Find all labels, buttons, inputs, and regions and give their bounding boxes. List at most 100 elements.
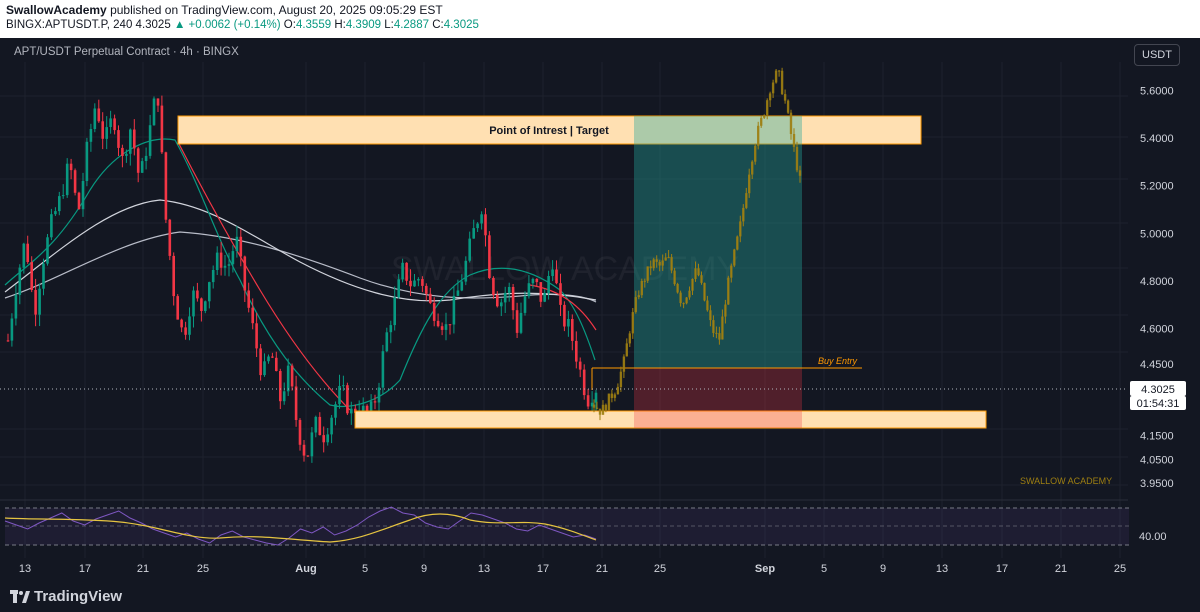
time-tick-label: 21 [1055,563,1067,575]
candle-body [22,243,26,268]
profit-area[interactable] [634,116,802,368]
projection-candle [724,304,727,317]
projection-candle [786,100,790,113]
tradingview-logo-icon [10,590,30,604]
candle-body [429,293,432,303]
candle-body [10,318,14,341]
candle-body [125,153,128,156]
candle-body [73,170,77,193]
close-label: C: [432,19,444,31]
time-tick-label: 5 [821,563,827,575]
candle-body [133,129,136,149]
time-tick-label: 17 [537,563,549,575]
candle-body [101,121,104,139]
projection-candle [655,259,658,262]
rsi-pane[interactable] [0,499,1129,546]
candle-body [204,301,207,311]
candle-body [334,404,337,418]
candle-body [460,281,464,291]
support-zone[interactable] [354,410,987,429]
tradingview-logo[interactable]: TradingView [10,588,122,605]
candle-body [176,296,179,320]
projection-candle [798,170,802,176]
projection-candle [712,320,715,333]
candle-body [472,228,475,239]
candle-body [417,279,420,281]
candle-body [456,290,460,296]
ohlc-line: BINGX:APTUSDT.P, 240 4.3025 ▲ +0.0062 (+… [6,19,479,31]
time-tick-label: 13 [19,563,31,575]
candle-body [507,287,511,293]
candle-body [405,262,408,281]
projection-candle [768,93,772,101]
projection-candle [688,290,691,298]
time-axis[interactable]: 13 17 21 25 Aug 5 9 13 17 21 25 Sep 5 9 13 17 21 25 [19,563,1126,575]
candle-body [200,298,203,311]
candle-body [342,385,345,387]
loss-area[interactable] [634,368,802,428]
time-tick-label: 13 [936,563,948,575]
candle-body [452,295,456,325]
candle-body [421,279,424,286]
projection-candle [673,270,676,285]
projection-candle [700,275,703,283]
candle-body [255,323,258,349]
price-tick-label: 4.4500 [1140,359,1174,371]
projection-candle [694,268,697,279]
time-tick-label: 21 [137,563,149,575]
price-tick-label: 4.1500 [1140,431,1174,443]
projection-candle [691,279,694,291]
candle-body [578,361,582,370]
candle-body [231,251,235,265]
projection-candle [670,257,673,271]
projection-candle [598,408,602,415]
candle-body [89,129,93,142]
projection-candle [643,280,646,282]
projection-candle [604,404,608,411]
projection-candle [774,70,778,83]
target-zone[interactable] [177,115,922,145]
candle-body [184,327,187,335]
candle-body [519,312,523,333]
candle-body [381,351,385,388]
candle-body [81,181,85,210]
candle-body [18,267,22,295]
projection-candle [682,303,685,305]
low-value: 4.2887 [393,19,429,31]
candle-body [168,219,172,256]
price-tick-label: 5.4000 [1140,133,1174,145]
time-tick-label: 5 [362,563,368,575]
projection-candle [763,115,766,118]
candle-body [286,365,290,392]
candle-body [164,152,168,220]
candle-body [160,105,164,153]
rsi-ma-line [4,513,597,543]
projection-candle [718,333,721,340]
candle-body [227,264,231,266]
candle-body [326,434,329,443]
candle-body [551,269,554,276]
time-tick-label: 25 [1114,563,1126,575]
time-tick-label: 25 [654,563,666,575]
projection-candle [792,134,796,147]
candle-body [50,214,53,238]
ma-200-line [4,231,597,303]
candle-body [594,392,598,403]
candle-body [180,319,183,328]
candle-body [77,192,81,210]
author-name[interactable]: SwallowAcademy [6,3,107,17]
candle-body [239,236,243,257]
candle-body [480,214,483,224]
candle-body [523,296,527,313]
candle-body [152,98,156,126]
candle-body [34,290,37,315]
projection-candle [646,266,649,281]
candle-body [61,195,65,197]
rsi-level-label: 40.00 [1139,531,1167,543]
currency-button[interactable]: USDT [1134,44,1180,66]
price-axis[interactable]: 3.9500 4.0500 4.1500 4.4500 4.6000 4.8000 5.00… [1140,86,1174,491]
buy-entry-label: Buy Entry [818,356,858,366]
projection-candle [697,268,700,276]
projection-candle [771,82,775,94]
